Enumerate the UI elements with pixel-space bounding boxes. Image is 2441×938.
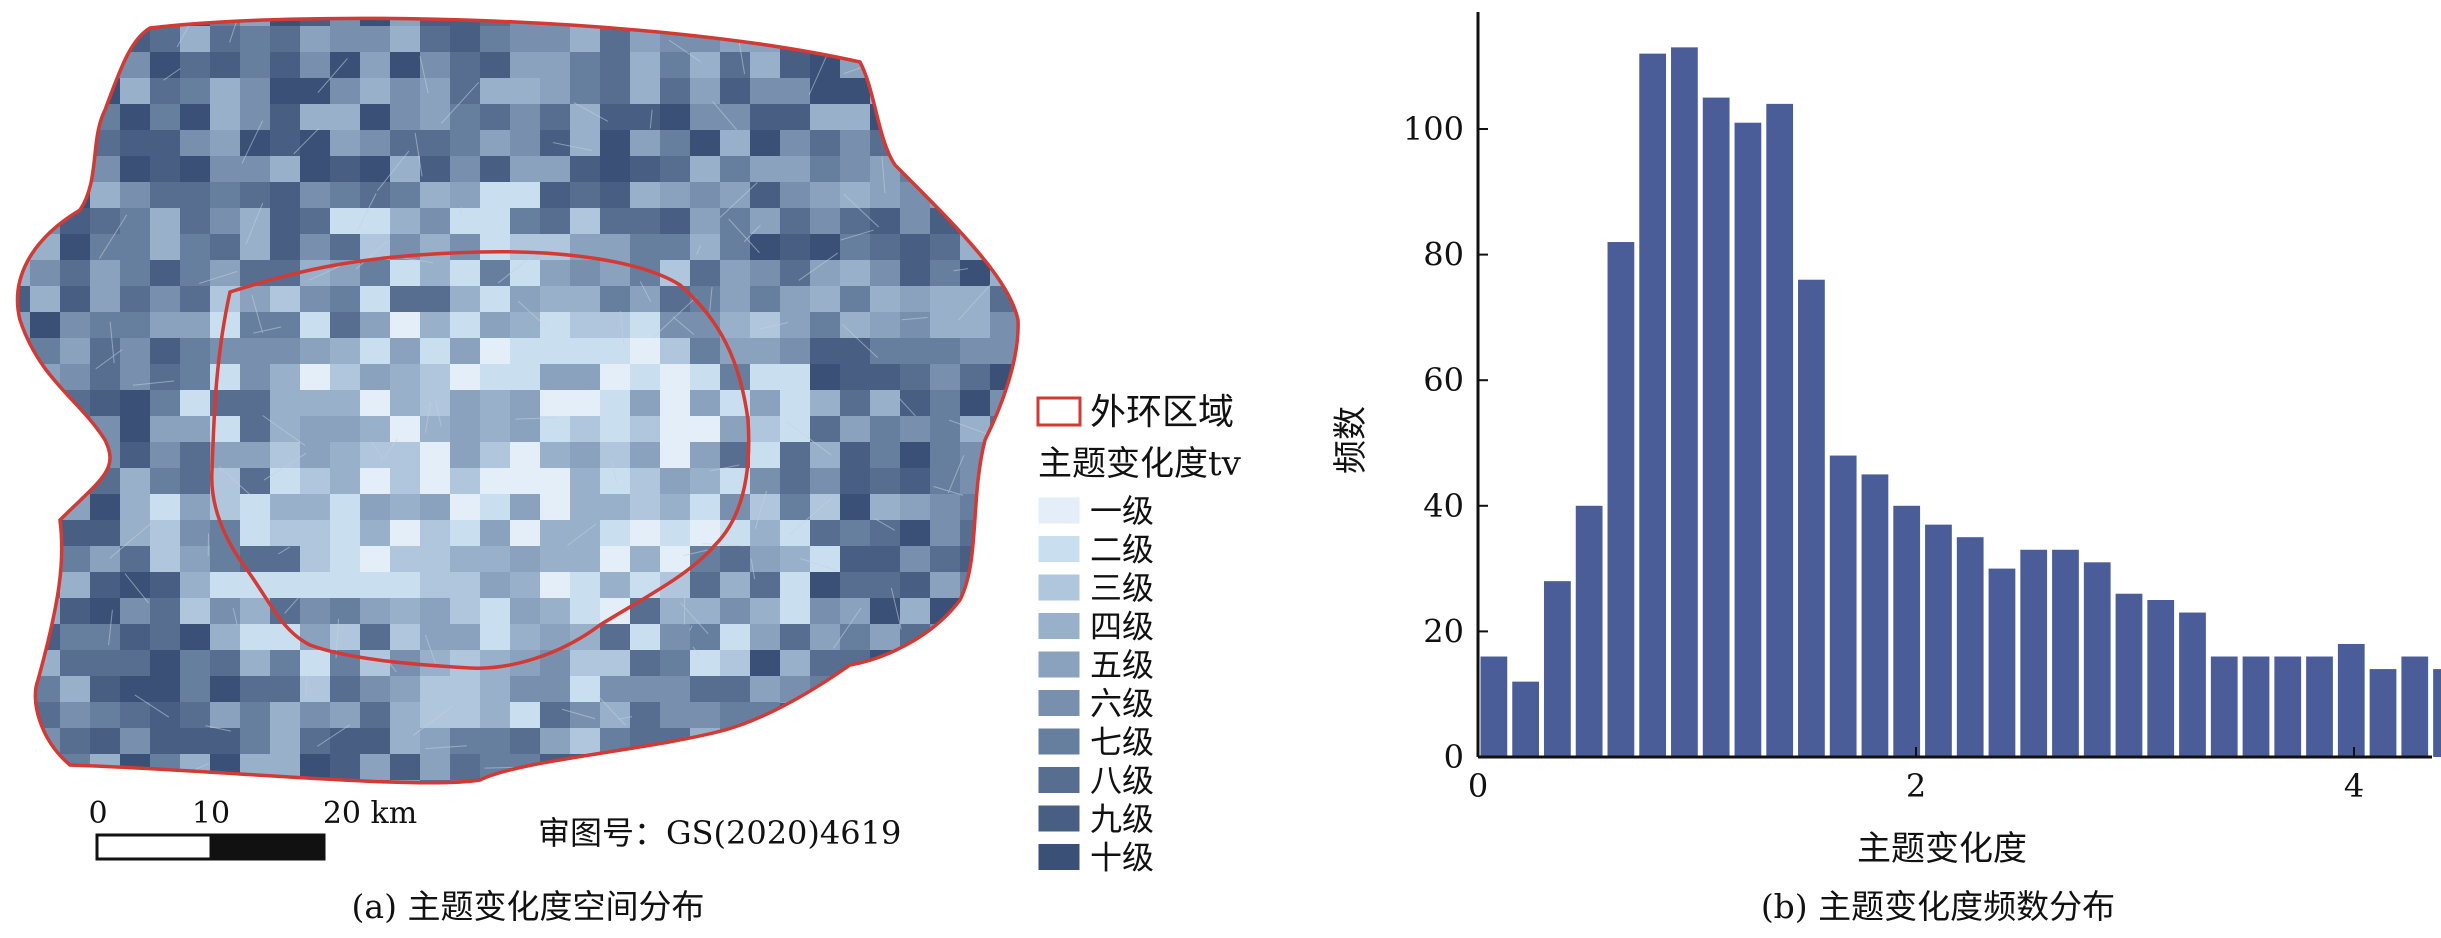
legend-swatch-8 <box>1038 767 1080 794</box>
legend-swatch-4 <box>1038 613 1080 640</box>
histogram-bar <box>1481 657 1508 757</box>
legend-swatch-7 <box>1038 728 1080 755</box>
y-tick-label: 80 <box>1423 236 1464 274</box>
y-tick-label: 20 <box>1423 612 1464 650</box>
histogram-bar <box>1671 47 1698 757</box>
choropleth-map <box>0 0 1080 840</box>
histogram-bar <box>2147 600 2174 757</box>
histogram-bar <box>2274 657 2301 757</box>
histogram: 02040608010002468 主题变化度 频数 (b) 主题变化度频数分布 <box>1331 12 2441 926</box>
histogram-bar <box>1862 474 1889 757</box>
histogram-bar <box>1576 506 1603 757</box>
legend-class-label-10: 十级 <box>1090 839 1154 877</box>
x-tick-label: 4 <box>2344 767 2364 805</box>
histogram-bar <box>2243 657 2270 757</box>
histogram-bar <box>2433 669 2441 757</box>
histogram-bar <box>2084 562 2111 757</box>
histogram-bar <box>2116 594 2143 757</box>
legend-swatch-5 <box>1038 651 1080 678</box>
legend-class-label-9: 九级 <box>1090 800 1154 838</box>
histogram-bar <box>1608 242 1635 757</box>
legend-class-label-5: 五级 <box>1090 646 1154 684</box>
legend-swatch-6 <box>1038 690 1080 717</box>
review-number: 审图号：GS(2020)4619 <box>538 814 901 852</box>
y-tick-label: 60 <box>1423 361 1464 399</box>
histogram-bar <box>1766 104 1793 757</box>
histogram-bar <box>2211 657 2238 757</box>
scale-bar: 0 10 20 km <box>88 796 417 859</box>
legend-boundary-label: 外环区域 <box>1090 392 1234 433</box>
scale-tick-20: 20 km <box>323 796 417 831</box>
legend-swatch-3 <box>1038 574 1080 601</box>
histogram-bar <box>2052 550 2079 757</box>
legend-class-label-1: 一级 <box>1090 492 1154 530</box>
y-axis-label: 频数 <box>1331 406 1371 474</box>
histogram-bar <box>1830 456 1857 757</box>
histogram-bar <box>2020 550 2047 757</box>
legend-class-label-3: 三级 <box>1090 569 1154 607</box>
legend-class-label-8: 八级 <box>1090 762 1154 800</box>
legend-class-label-6: 六级 <box>1090 685 1154 723</box>
histogram-bar <box>2306 657 2333 757</box>
histogram-bar <box>1735 123 1762 757</box>
x-axis-label: 主题变化度 <box>1857 829 2027 869</box>
histogram-bar <box>1798 280 1825 757</box>
legend-swatch-9 <box>1038 805 1080 832</box>
legend-class-label-4: 四级 <box>1090 608 1154 646</box>
x-tick-label: 0 <box>1468 767 1488 805</box>
histogram-bar <box>1893 506 1920 757</box>
histogram-caption: (b) 主题变化度频数分布 <box>1761 887 2115 926</box>
scale-tick-10: 10 <box>192 796 230 831</box>
histogram-bar <box>2370 669 2397 757</box>
histogram-bar <box>1957 537 1984 757</box>
y-tick-label: 100 <box>1403 110 1464 148</box>
legend-title: 主题变化度tv <box>1038 444 1242 484</box>
legend-boundary-swatch <box>1038 398 1080 425</box>
map-caption: (a) 主题变化度空间分布 <box>352 887 705 926</box>
histogram-bar <box>1512 682 1539 757</box>
histogram-bar <box>2401 657 2428 757</box>
histogram-bar <box>2338 644 2365 757</box>
histogram-bar <box>1989 569 2016 757</box>
y-tick-label: 0 <box>1444 738 1464 776</box>
histogram-bar <box>1925 525 1952 757</box>
y-tick-label: 40 <box>1423 487 1464 525</box>
legend-class-label-2: 二级 <box>1090 531 1154 569</box>
histogram-bar <box>1639 54 1666 757</box>
histogram-bar <box>1703 98 1730 757</box>
legend-swatch-2 <box>1038 536 1080 563</box>
histogram-bar <box>1544 581 1571 757</box>
legend-class-label-7: 七级 <box>1090 723 1154 761</box>
x-tick-label: 2 <box>1906 767 1926 805</box>
legend-swatch-10 <box>1038 844 1080 871</box>
legend-swatch-1 <box>1038 497 1080 524</box>
scale-tick-0: 0 <box>88 796 107 831</box>
histogram-bar <box>2179 613 2206 757</box>
